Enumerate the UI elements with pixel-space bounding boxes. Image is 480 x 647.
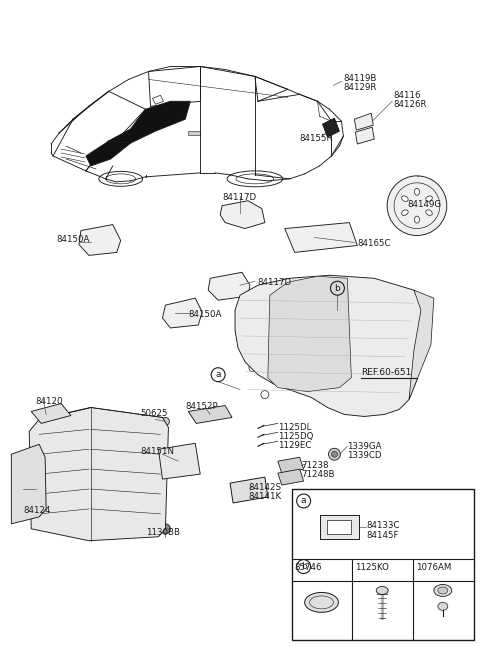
Text: 84141K: 84141K: [248, 492, 281, 501]
Polygon shape: [323, 118, 339, 137]
Polygon shape: [29, 408, 168, 541]
Text: a: a: [216, 370, 221, 379]
Circle shape: [178, 308, 187, 318]
Text: 84117D: 84117D: [257, 278, 291, 287]
Text: 1339GA: 1339GA: [348, 443, 382, 452]
Circle shape: [101, 494, 111, 504]
Text: 85746: 85746: [295, 563, 322, 571]
Circle shape: [161, 417, 169, 426]
Ellipse shape: [426, 210, 432, 215]
Polygon shape: [86, 141, 131, 166]
Text: 84149G: 84149G: [407, 200, 441, 209]
Text: 84126R: 84126R: [393, 100, 427, 109]
Polygon shape: [354, 113, 373, 130]
Polygon shape: [230, 477, 268, 503]
Ellipse shape: [415, 216, 420, 223]
Circle shape: [99, 464, 113, 478]
Text: 1125KO: 1125KO: [355, 563, 389, 571]
Text: 84117D: 84117D: [222, 193, 256, 202]
Text: 84133C: 84133C: [366, 521, 400, 530]
Text: 84116: 84116: [393, 91, 420, 100]
Circle shape: [332, 451, 337, 457]
Circle shape: [99, 437, 113, 451]
Text: 71248B: 71248B: [301, 470, 335, 479]
Text: 71238: 71238: [301, 461, 329, 470]
Text: 84151N: 84151N: [141, 447, 175, 456]
Circle shape: [53, 433, 65, 445]
Text: 84150A: 84150A: [56, 234, 89, 243]
Circle shape: [375, 284, 383, 292]
Polygon shape: [162, 298, 202, 328]
Text: 1125DQ: 1125DQ: [278, 432, 313, 441]
Ellipse shape: [415, 188, 420, 195]
Polygon shape: [285, 223, 357, 252]
Circle shape: [223, 281, 233, 291]
Bar: [188, 131, 200, 135]
Ellipse shape: [434, 584, 452, 597]
Text: 84145F: 84145F: [366, 531, 399, 540]
Text: 84155R: 84155R: [300, 134, 333, 143]
Circle shape: [387, 176, 447, 236]
Polygon shape: [208, 272, 250, 300]
Polygon shape: [355, 127, 374, 144]
Ellipse shape: [402, 196, 408, 201]
Circle shape: [53, 461, 65, 473]
Text: 1339CD: 1339CD: [348, 451, 382, 460]
Text: 84152P: 84152P: [185, 402, 218, 411]
Text: 1129EC: 1129EC: [278, 441, 311, 450]
Text: 84150A: 84150A: [188, 310, 222, 319]
Polygon shape: [12, 444, 46, 524]
Text: b: b: [301, 562, 307, 571]
Text: 84124: 84124: [23, 506, 51, 515]
Circle shape: [261, 391, 269, 399]
Circle shape: [249, 364, 257, 372]
Polygon shape: [188, 406, 232, 423]
Text: 84142S: 84142S: [248, 483, 281, 492]
Bar: [292, 489, 474, 640]
Text: b: b: [335, 283, 340, 292]
Polygon shape: [320, 515, 360, 539]
Circle shape: [248, 296, 256, 304]
Polygon shape: [235, 275, 424, 417]
Circle shape: [373, 395, 381, 404]
Ellipse shape: [438, 602, 448, 610]
Text: 84165C: 84165C: [357, 239, 391, 248]
Polygon shape: [79, 225, 120, 256]
Polygon shape: [409, 291, 434, 400]
Text: 1125DL: 1125DL: [278, 423, 311, 432]
Polygon shape: [327, 520, 351, 534]
Circle shape: [160, 524, 170, 534]
Text: 1076AM: 1076AM: [416, 563, 451, 571]
Ellipse shape: [438, 587, 448, 594]
Text: 84129R: 84129R: [343, 83, 377, 93]
Ellipse shape: [305, 593, 338, 612]
Text: 84120: 84120: [35, 397, 63, 406]
Polygon shape: [31, 404, 71, 423]
Text: 1130BB: 1130BB: [145, 528, 180, 537]
Polygon shape: [278, 469, 304, 485]
Text: 50625: 50625: [141, 410, 168, 419]
Circle shape: [328, 448, 340, 460]
Polygon shape: [109, 102, 190, 143]
Ellipse shape: [426, 196, 432, 201]
Polygon shape: [220, 201, 265, 228]
Ellipse shape: [402, 210, 408, 215]
Polygon shape: [268, 276, 351, 391]
Circle shape: [96, 237, 106, 247]
Polygon shape: [158, 443, 200, 479]
Text: 84119B: 84119B: [343, 74, 377, 83]
Polygon shape: [278, 457, 304, 473]
Ellipse shape: [376, 586, 388, 595]
Circle shape: [53, 491, 65, 503]
Text: REF.60-651: REF.60-651: [361, 367, 412, 377]
Text: a: a: [301, 496, 306, 505]
